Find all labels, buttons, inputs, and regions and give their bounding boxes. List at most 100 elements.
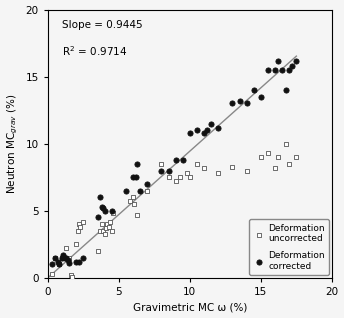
- Deformation
corrected: [294, 58, 299, 63]
- Legend: Deformation
uncorrected, Deformation
corrected: Deformation uncorrected, Deformation cor…: [249, 219, 329, 275]
- Deformation
uncorrected: [102, 231, 107, 236]
- Deformation
uncorrected: [108, 219, 113, 224]
- Deformation
corrected: [265, 67, 271, 73]
- Text: R$^2$ = 0.9714: R$^2$ = 0.9714: [62, 45, 127, 58]
- Deformation
corrected: [133, 175, 139, 180]
- Deformation
uncorrected: [74, 242, 79, 247]
- Deformation
uncorrected: [194, 161, 200, 166]
- Deformation
corrected: [173, 157, 179, 162]
- Deformation
uncorrected: [95, 248, 100, 253]
- Deformation
uncorrected: [272, 165, 278, 170]
- Deformation
corrected: [187, 130, 193, 135]
- Deformation
corrected: [64, 255, 69, 260]
- Deformation
uncorrected: [75, 228, 80, 233]
- Deformation
uncorrected: [132, 202, 137, 207]
- Deformation
uncorrected: [49, 271, 55, 276]
- Deformation
uncorrected: [52, 255, 58, 260]
- Deformation
uncorrected: [59, 255, 65, 260]
- Deformation
uncorrected: [64, 246, 69, 251]
- Deformation
corrected: [159, 168, 164, 173]
- Deformation
uncorrected: [61, 254, 66, 259]
- Deformation
corrected: [62, 255, 67, 260]
- Deformation
corrected: [102, 208, 107, 213]
- Deformation
uncorrected: [187, 175, 193, 180]
- Deformation
uncorrected: [177, 175, 183, 180]
- Deformation
uncorrected: [66, 255, 72, 260]
- Deformation
uncorrected: [98, 228, 103, 233]
- Deformation
uncorrected: [244, 168, 249, 173]
- Deformation
uncorrected: [201, 165, 207, 170]
- Deformation
corrected: [166, 168, 171, 173]
- Deformation
corrected: [135, 161, 140, 166]
- Deformation
uncorrected: [103, 226, 109, 231]
- Deformation
corrected: [52, 255, 58, 260]
- Deformation
uncorrected: [135, 212, 140, 218]
- Deformation
corrected: [180, 157, 185, 162]
- Deformation
corrected: [61, 252, 66, 258]
- Deformation
uncorrected: [110, 211, 116, 216]
- Deformation
uncorrected: [159, 161, 164, 166]
- Deformation
corrected: [49, 262, 55, 267]
- Deformation
corrected: [279, 67, 285, 73]
- Deformation
uncorrected: [105, 222, 110, 227]
- Deformation
uncorrected: [80, 219, 86, 224]
- Deformation
uncorrected: [287, 161, 292, 166]
- Deformation
uncorrected: [99, 222, 105, 227]
- Deformation
corrected: [55, 259, 61, 264]
- Deformation
uncorrected: [173, 179, 179, 184]
- X-axis label: Gravimetric MC ω (%): Gravimetric MC ω (%): [133, 302, 247, 313]
- Deformation
corrected: [237, 98, 242, 103]
- Deformation
uncorrected: [130, 195, 136, 200]
- Deformation
corrected: [251, 87, 257, 93]
- Deformation
corrected: [74, 259, 79, 264]
- Deformation
corrected: [289, 63, 295, 68]
- Deformation
corrected: [76, 259, 82, 264]
- Deformation
corrected: [204, 128, 209, 133]
- Deformation
corrected: [201, 130, 207, 135]
- Deformation
corrected: [109, 208, 115, 213]
- Deformation
corrected: [144, 181, 150, 186]
- Deformation
corrected: [98, 195, 103, 200]
- Deformation
corrected: [100, 205, 106, 211]
- Text: Slope = 0.9445: Slope = 0.9445: [62, 20, 143, 30]
- Deformation
uncorrected: [184, 171, 190, 176]
- Deformation
uncorrected: [230, 164, 235, 169]
- Deformation
uncorrected: [275, 155, 281, 160]
- Deformation
corrected: [59, 255, 65, 260]
- Deformation
corrected: [66, 260, 72, 266]
- Deformation
uncorrected: [258, 155, 264, 160]
- Deformation
uncorrected: [69, 274, 75, 279]
- Y-axis label: Neutron MC$_{grav}$ (%): Neutron MC$_{grav}$ (%): [6, 93, 20, 194]
- Deformation
corrected: [130, 175, 136, 180]
- Deformation
corrected: [123, 188, 129, 193]
- Deformation
corrected: [208, 121, 214, 126]
- Deformation
corrected: [275, 58, 281, 63]
- Deformation
uncorrected: [127, 199, 133, 204]
- Deformation
corrected: [244, 101, 249, 106]
- Deformation
corrected: [287, 67, 292, 73]
- Deformation
uncorrected: [166, 175, 171, 180]
- Deformation
uncorrected: [106, 224, 111, 229]
- Deformation
uncorrected: [284, 141, 289, 146]
- Deformation
corrected: [137, 188, 143, 193]
- Deformation
corrected: [272, 67, 278, 73]
- Deformation
uncorrected: [294, 155, 299, 160]
- Deformation
uncorrected: [78, 224, 83, 229]
- Deformation
corrected: [56, 262, 62, 267]
- Deformation
uncorrected: [265, 150, 271, 156]
- Deformation
uncorrected: [76, 222, 82, 227]
- Deformation
uncorrected: [109, 228, 115, 233]
- Deformation
corrected: [284, 87, 289, 93]
- Deformation
corrected: [194, 128, 200, 133]
- Deformation
corrected: [258, 94, 264, 99]
- Deformation
corrected: [95, 215, 100, 220]
- Deformation
uncorrected: [100, 228, 106, 233]
- Deformation
uncorrected: [68, 273, 73, 278]
- Deformation
corrected: [65, 258, 71, 263]
- Deformation
corrected: [99, 204, 105, 209]
- Deformation
uncorrected: [56, 262, 62, 267]
- Deformation
corrected: [215, 125, 221, 130]
- Deformation
corrected: [230, 101, 235, 106]
- Deformation
uncorrected: [215, 171, 221, 176]
- Deformation
uncorrected: [144, 188, 150, 193]
